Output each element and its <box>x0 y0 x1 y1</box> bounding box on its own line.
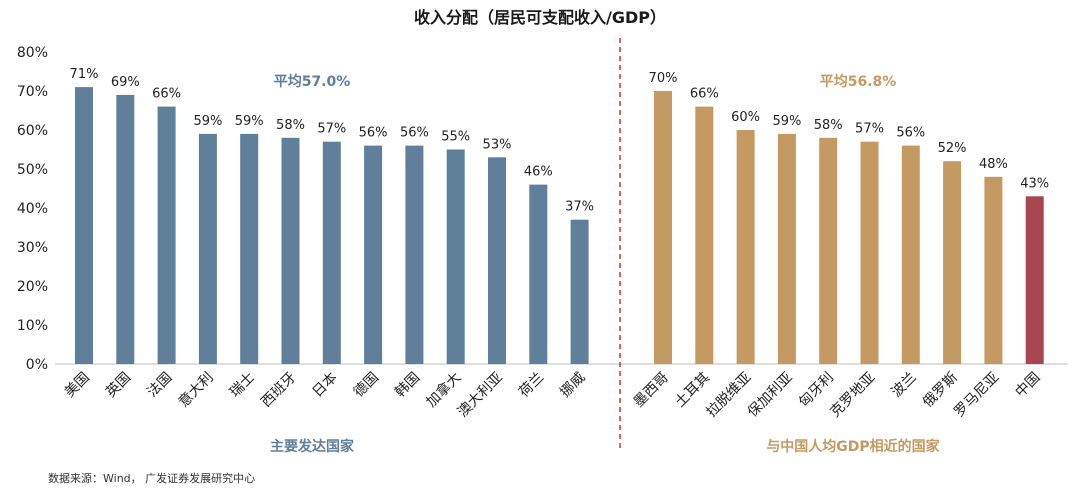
bar <box>819 137 838 364</box>
data-label: 71% <box>70 67 99 82</box>
data-label: 56% <box>896 126 925 141</box>
x-tick-label: 韩国 <box>392 370 423 401</box>
x-tick-label: 波兰 <box>889 370 920 401</box>
bar <box>529 184 548 364</box>
data-label: 59% <box>772 114 801 129</box>
data-label: 70% <box>649 71 678 86</box>
y-tick-label: 20% <box>17 279 48 295</box>
y-tick-label: 70% <box>17 84 48 100</box>
x-tick-label: 意大利 <box>175 369 217 411</box>
bar <box>322 141 341 364</box>
data-label: 66% <box>690 87 719 102</box>
x-tick-label: 英国 <box>102 369 134 401</box>
data-label: 56% <box>359 126 388 141</box>
bar <box>240 133 259 364</box>
group-average-label: 平均56.8% <box>820 73 897 90</box>
bar <box>777 133 796 364</box>
bar <box>198 133 217 364</box>
x-tick-label: 拉脱维亚 <box>704 370 755 421</box>
bar <box>364 145 383 364</box>
x-tick-label: 德国 <box>351 370 382 401</box>
data-label: 57% <box>855 122 884 137</box>
x-tick-label: 荷兰 <box>516 370 547 401</box>
x-tick-label: 法国 <box>144 370 175 401</box>
data-label: 59% <box>193 114 222 129</box>
bar <box>281 137 300 364</box>
bar <box>654 91 672 364</box>
y-tick-label: 10% <box>17 318 48 334</box>
data-label: 43% <box>1020 176 1049 191</box>
y-tick-label: 0% <box>26 357 48 373</box>
x-tick-label: 挪威 <box>557 370 588 401</box>
data-label: 53% <box>483 137 512 152</box>
group-label: 主要发达国家 <box>270 438 355 455</box>
y-tick-label: 60% <box>17 123 48 139</box>
y-tick-label: 50% <box>17 162 48 178</box>
group-label: 与中国人均GDP相近的国家 <box>766 438 940 455</box>
data-label: 66% <box>152 87 181 102</box>
bar <box>901 145 920 364</box>
data-label: 52% <box>938 141 967 156</box>
x-tick-label: 墨西哥 <box>631 370 672 411</box>
data-label: 48% <box>979 157 1008 172</box>
y-tick-label: 30% <box>17 240 48 256</box>
data-label: 55% <box>441 130 470 145</box>
data-label: 58% <box>276 118 305 133</box>
data-label: 59% <box>235 114 264 129</box>
bar <box>75 87 93 364</box>
bar <box>695 106 714 364</box>
data-label: 56% <box>400 126 429 141</box>
bar <box>860 141 879 364</box>
y-tick-label: 40% <box>17 201 48 217</box>
x-tick-label: 加拿大 <box>423 369 465 411</box>
y-tick-label: 80% <box>17 45 48 61</box>
data-label: 69% <box>111 75 140 90</box>
bar <box>446 149 465 364</box>
bar <box>570 219 589 364</box>
data-label: 57% <box>317 122 346 137</box>
data-label: 58% <box>814 118 843 133</box>
x-tick-label: 克罗地亚 <box>827 370 878 421</box>
group-average-label: 平均57.0% <box>274 73 351 90</box>
bar <box>1025 196 1044 364</box>
bar <box>157 106 176 364</box>
x-tick-label: 澳大利亚 <box>455 370 506 421</box>
bar <box>984 176 1003 364</box>
bar <box>736 130 755 364</box>
data-label: 46% <box>524 165 553 180</box>
chart-title: 收入分配（居民可支配收入/GDP） <box>414 8 666 27</box>
source-note: 数据来源：Wind， 广发证券发展研究中心 <box>48 472 256 485</box>
bar <box>405 145 424 364</box>
bar <box>116 94 135 365</box>
bar <box>488 157 506 364</box>
bar <box>943 161 962 364</box>
x-tick-label: 中国 <box>1012 370 1043 401</box>
x-tick-label: 日本 <box>310 370 341 401</box>
x-tick-label: 罗马尼亚 <box>951 370 1002 421</box>
data-label: 37% <box>565 200 594 215</box>
x-tick-label: 西班牙 <box>258 370 299 411</box>
x-tick-label: 瑞士 <box>227 370 258 401</box>
data-label: 60% <box>731 110 760 125</box>
x-tick-label: 美国 <box>62 370 93 401</box>
x-tick-label: 保加利亚 <box>745 370 796 421</box>
